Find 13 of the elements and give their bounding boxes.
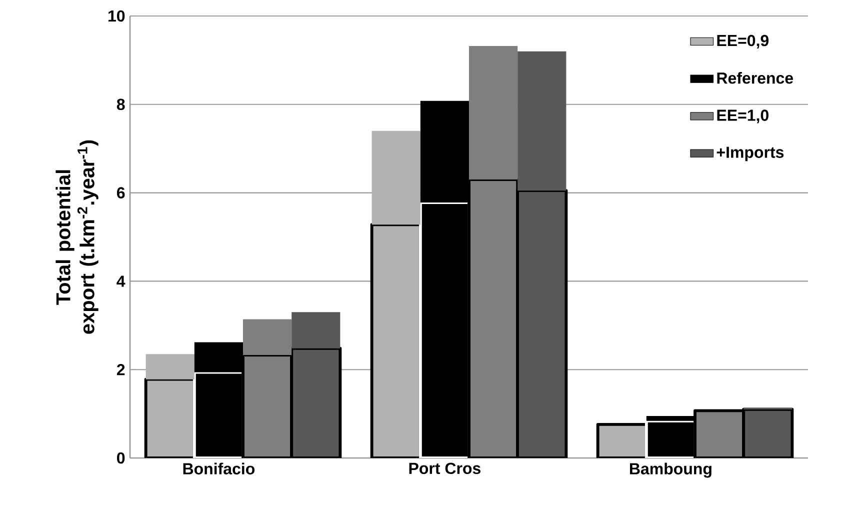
legend-label: +Imports xyxy=(716,146,784,162)
x-tick-label: Bamboung xyxy=(630,462,712,478)
legend-label: EE=0,9 xyxy=(717,34,769,48)
y-tick-label: 0 xyxy=(117,452,125,464)
y-tick-label: 8 xyxy=(116,98,125,110)
y-tick-label: 2 xyxy=(116,364,125,376)
y-tick-label: 10 xyxy=(108,10,125,22)
x-tick-label: Bonifacio xyxy=(183,462,255,474)
legend-label: EE=1,0 xyxy=(717,110,768,124)
x-tick-label: Port Cros xyxy=(409,462,480,474)
y-tick-label: 4 xyxy=(116,276,126,287)
legend-label: Reference xyxy=(717,72,794,84)
y-tick-label: 6 xyxy=(116,187,125,198)
